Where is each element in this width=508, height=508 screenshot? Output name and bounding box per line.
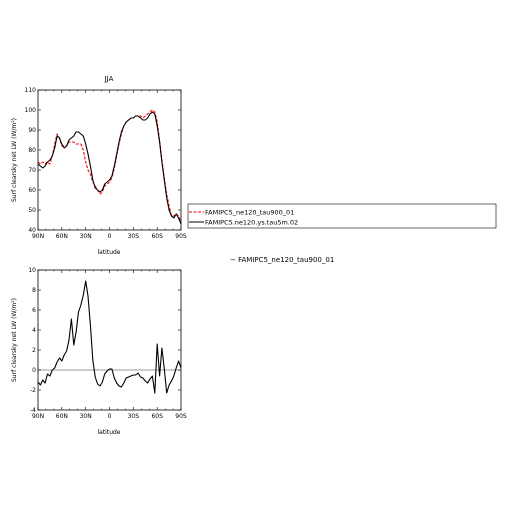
top-panel-title: JJA	[104, 75, 114, 83]
legend-label-1: FAMIPC5_ne120_tau900_01	[205, 209, 294, 217]
bottom-y-tick-label: 8	[32, 287, 36, 294]
top-x-axis-label: latitude	[97, 249, 120, 256]
bottom-x-tick-label: 60N	[56, 413, 68, 420]
top-y-axis-label: Surf clearsky net LW (W/m²)	[11, 118, 18, 202]
top-x-tick-label: 90N	[32, 233, 44, 240]
bottom-y-tick-label: 0	[32, 367, 36, 374]
top-y-tick-label: 70	[28, 167, 36, 174]
top-y-tick-label: 110	[25, 87, 37, 94]
bottom-x-tick-label: 90N	[32, 413, 44, 420]
top-y-tick-label: 60	[28, 187, 36, 194]
top-x-tick-label: 30N	[80, 233, 92, 240]
top-ylabel-wrap: Surf clearsky net LW (W/m²)	[11, 118, 18, 202]
bottom-y-tick-label: 6	[32, 307, 36, 314]
bottom-y-tick-label: 2	[32, 347, 36, 354]
bottom-plot-area: 90N 60N 30N 0 30S 60S 90S -4 -2 0 2 4 6 8 10	[28, 267, 187, 420]
bottom-x-tick-label: 30S	[128, 413, 140, 420]
top-x-tick-label: 0	[108, 233, 112, 240]
bottom-y-tick-label: -2	[30, 387, 36, 394]
top-y-tick-label: 50	[28, 207, 36, 214]
bottom-caption: − FAMIPC5_ne120_tau900_01	[230, 256, 334, 264]
bottom-y-tick-label: 10	[28, 267, 36, 274]
top-panel: JJA Surf clearsky net LW (W/m²) latitude…	[11, 75, 187, 256]
legend-box	[187, 203, 497, 229]
top-y-tick-label: 40	[28, 227, 36, 234]
top-x-tick-label: 60N	[56, 233, 68, 240]
bottom-y-tick-label: -4	[30, 407, 36, 414]
bottom-panel: Surf clearsky net LW (W/m²) latitude 90N…	[11, 267, 187, 436]
bottom-x-tick-label: 30N	[80, 413, 92, 420]
bottom-series-1-line	[37, 280, 182, 394]
legend-entry-1: FAMIPC5_ne120_tau900_01	[189, 209, 294, 217]
bottom-y-axis-label: Surf clearsky net LW (W/m²)	[11, 298, 18, 382]
bottom-x-tick-label: 0	[108, 413, 112, 420]
top-y-tick-label: 100	[25, 107, 37, 114]
top-x-tick-label: 30S	[128, 233, 140, 240]
top-x-tick-label: 90S	[175, 233, 187, 240]
top-y-tick-label: 90	[28, 127, 36, 134]
legend-label-2: FAMIPC5.ne120.ys.tau5m.02	[205, 219, 298, 227]
bottom-x-tick-label: 90S	[175, 413, 187, 420]
legend-entry-2: FAMIPC5.ne120.ys.tau5m.02	[189, 219, 298, 227]
top-x-tick-label: 60S	[151, 233, 163, 240]
top-series-1-line	[37, 109, 182, 223]
legend: FAMIPC5_ne120_tau900_01 FAMIPC5.ne120.ys…	[187, 203, 497, 229]
top-plot-area: 90N 60N 30N 0 30S 60S 90S 40 50 60 70 80 90 100 110	[25, 87, 187, 240]
top-y-tick-label: 80	[28, 147, 36, 154]
top-series-2-line	[37, 111, 182, 225]
bottom-x-tick-label: 60S	[151, 413, 163, 420]
bottom-y-tick-label: 4	[32, 327, 36, 334]
bottom-x-axis-label: latitude	[97, 429, 120, 436]
